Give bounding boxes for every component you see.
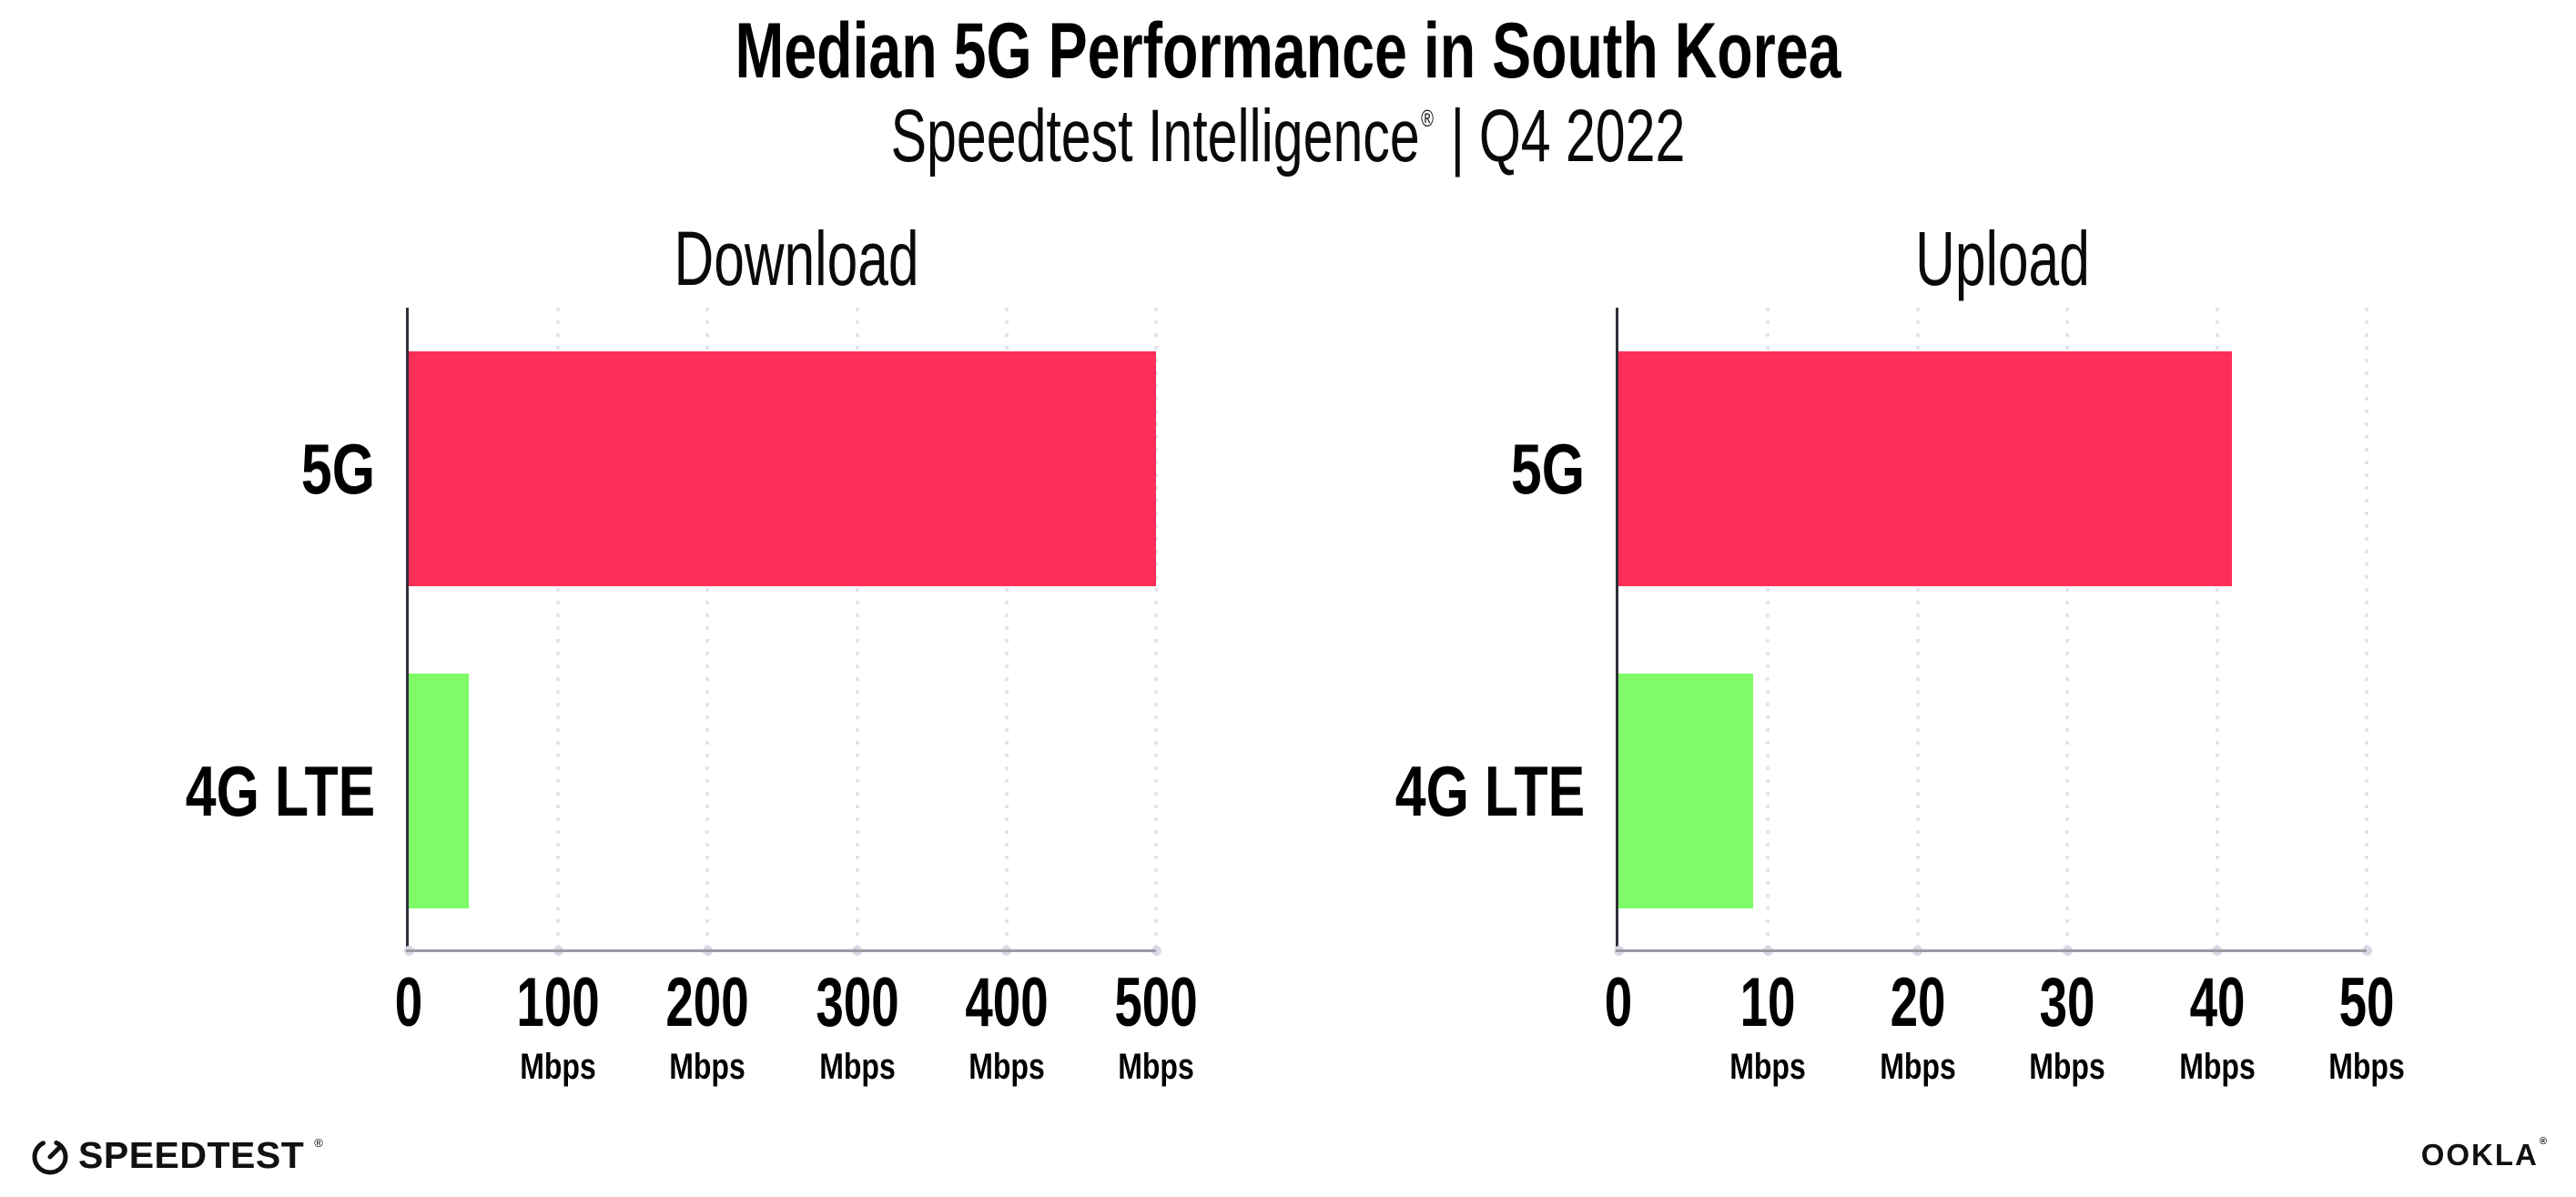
speedtest-wordmark: SPEEDTEST bbox=[78, 1134, 305, 1176]
upload-plot-area: 0 10 Mbps 20 Mbps 30 Mbps 40 Mbps 50 Mbps bbox=[1605, 308, 2405, 1087]
upload-tick-label-50: 50 bbox=[2338, 964, 2395, 1041]
upload-chart: 0 10 Mbps 20 Mbps 30 Mbps 40 Mbps 50 Mbps 5G 4G LTE bbox=[1395, 308, 2405, 1087]
download-tick-label-200: 200 bbox=[665, 964, 750, 1041]
download-tick-unit-400: Mbps bbox=[969, 1047, 1045, 1087]
subtitle-separator: | bbox=[1450, 95, 1465, 178]
upload-chart-title: Upload bbox=[1915, 216, 2090, 301]
download-chart: 0 100 Mbps 200 Mbps 300 Mbps 400 Mbps 500 Mbps 5G 4… bbox=[186, 308, 1198, 1087]
download-gridline-100 bbox=[556, 308, 561, 949]
upload-tick-label-0: 0 bbox=[1604, 964, 1633, 1041]
ookla-registered-icon: ® bbox=[2539, 1136, 2549, 1147]
bar-4g-lte-download bbox=[409, 674, 469, 908]
download-tick-label-300: 300 bbox=[815, 964, 899, 1041]
upload-tick-label-20: 20 bbox=[1890, 964, 1946, 1041]
download-chart-title: Download bbox=[674, 216, 919, 301]
download-tick-unit-100: Mbps bbox=[520, 1047, 596, 1087]
bar-5g-download bbox=[409, 351, 1156, 586]
speedtest-gauge-icon bbox=[32, 1139, 68, 1174]
upload-category-label-4g-lte: 4G LTE bbox=[1394, 751, 1585, 831]
speedtest-logo: SPEEDTEST ® bbox=[30, 1134, 323, 1177]
download-category-label-5g: 5G bbox=[300, 429, 375, 509]
download-gridline-200 bbox=[705, 308, 710, 949]
upload-category-label-5g: 5G bbox=[1510, 429, 1585, 509]
registered-trademark-icon: ® bbox=[1421, 105, 1434, 132]
upload-gridline-20 bbox=[1915, 308, 1920, 949]
upload-tick-label-10: 10 bbox=[1739, 964, 1796, 1041]
download-gridline-300 bbox=[855, 308, 859, 949]
download-gridline-500 bbox=[1154, 308, 1158, 949]
download-x-axis bbox=[406, 949, 1156, 952]
upload-x-axis bbox=[1616, 949, 2367, 952]
download-tick-label-500: 500 bbox=[1114, 964, 1198, 1041]
download-tick-unit-500: Mbps bbox=[1118, 1047, 1194, 1087]
download-tick-unit-300: Mbps bbox=[818, 1047, 896, 1087]
page-subtitle: Speedtest Intelligence® | Q4 2022 bbox=[0, 93, 2576, 197]
upload-gridline-10 bbox=[1766, 308, 1770, 949]
page-title-text: Median 5G Performance in South Korea bbox=[735, 7, 1841, 95]
download-tick-unit-200: Mbps bbox=[669, 1047, 746, 1087]
upload-tick-unit-20: Mbps bbox=[1880, 1047, 1956, 1087]
download-tick-label-0: 0 bbox=[394, 964, 423, 1041]
ookla-wordmark: OOKLA bbox=[2420, 1138, 2539, 1172]
upload-gridline-50 bbox=[2365, 308, 2368, 949]
bar-4g-lte-upload bbox=[1618, 674, 1753, 908]
upload-tick-dot-50 bbox=[2361, 946, 2372, 956]
upload-tick-unit-40: Mbps bbox=[2178, 1047, 2256, 1087]
subtitle-period: Q4 2022 bbox=[1478, 95, 1686, 178]
subtitle-brand: Speedtest Intelligence bbox=[890, 95, 1420, 178]
upload-tick-unit-10: Mbps bbox=[1729, 1047, 1807, 1087]
page-subtitle-text: Speedtest Intelligence® | Q4 2022 bbox=[891, 93, 1686, 197]
download-category-label-4g-lte: 4G LTE bbox=[185, 751, 375, 831]
download-tick-label-400: 400 bbox=[965, 964, 1049, 1041]
speedtest-registered-icon: ® bbox=[314, 1136, 323, 1150]
ookla-logo: OOKLA ® bbox=[2420, 1136, 2549, 1172]
upload-tick-label-30: 30 bbox=[2039, 964, 2095, 1041]
page-title: Median 5G Performance in South Korea bbox=[0, 7, 2576, 95]
upload-gridline-30 bbox=[2065, 308, 2070, 949]
upload-gridline-40 bbox=[2215, 308, 2219, 949]
upload-tick-unit-50: Mbps bbox=[2328, 1047, 2405, 1087]
upload-tick-label-40: 40 bbox=[2189, 964, 2246, 1041]
download-plot-area: 0 100 Mbps 200 Mbps 300 Mbps 400 Mbps 500 Mbps bbox=[395, 308, 1198, 1087]
upload-tick-unit-30: Mbps bbox=[2029, 1047, 2105, 1087]
bar-5g-upload bbox=[1618, 351, 2233, 586]
download-tick-label-100: 100 bbox=[516, 964, 600, 1041]
download-gridline-400 bbox=[1004, 308, 1009, 949]
download-tick-dot-500 bbox=[1151, 946, 1161, 956]
